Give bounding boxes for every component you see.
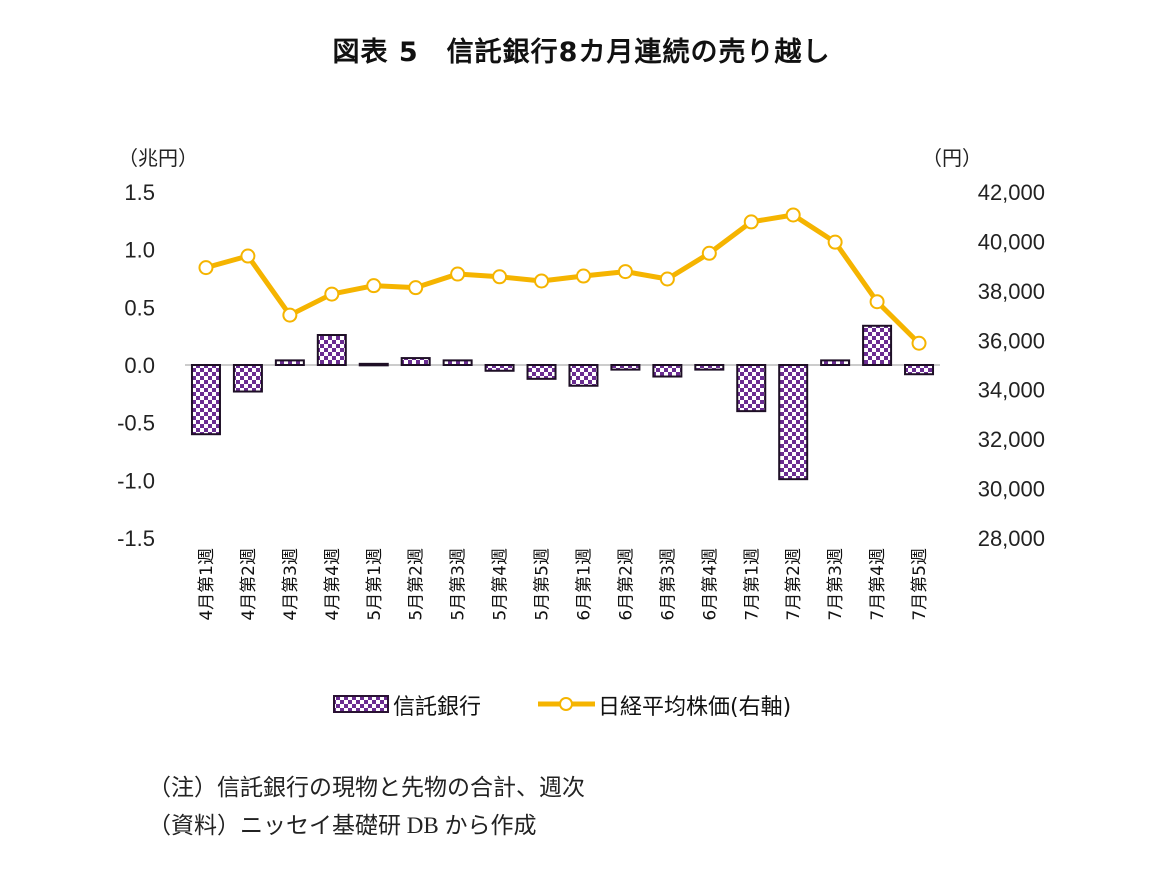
bar <box>484 364 515 372</box>
x-tick-label: 4月第4週 <box>323 548 343 621</box>
x-tick-label: 6月第1週 <box>574 548 594 621</box>
legend-bar-swatch <box>333 695 389 713</box>
bar <box>820 359 851 366</box>
bar <box>190 364 221 436</box>
left-axis-ticks: 1.5 1.0 0.5 0.0 -0.5 -1.0 -1.5 <box>117 180 155 551</box>
left-tick-label: 1.5 <box>124 180 155 205</box>
x-tick-label: 5月第3週 <box>449 548 469 621</box>
bar <box>316 334 347 367</box>
x-tick-label: 5月第5週 <box>533 548 553 621</box>
bar <box>526 364 557 380</box>
right-tick-label: 36,000 <box>978 328 1045 353</box>
line-point <box>659 271 675 287</box>
x-tick-label: 5月第2週 <box>407 548 427 621</box>
legend-label-nikkei: 日経平均株価(右軸) <box>598 695 791 720</box>
line-point <box>911 335 927 351</box>
line-series <box>198 207 927 351</box>
right-tick-label: 40,000 <box>978 229 1045 254</box>
right-tick-label: 34,000 <box>978 378 1045 403</box>
line-point <box>743 214 759 230</box>
x-tick-label: 6月第3週 <box>658 548 678 621</box>
x-tick-label: 4月第1週 <box>197 548 217 621</box>
line-point <box>617 264 633 280</box>
line-point <box>282 307 298 323</box>
line-point <box>827 234 843 250</box>
left-tick-label: 0.0 <box>124 353 155 378</box>
bar <box>274 359 305 366</box>
bar <box>778 364 809 481</box>
right-tick-label: 30,000 <box>978 477 1045 502</box>
right-tick-label: 32,000 <box>978 427 1045 452</box>
right-tick-label: 42,000 <box>978 180 1045 205</box>
nikkei-line <box>205 212 921 346</box>
bar <box>610 364 641 371</box>
line-point <box>492 269 508 285</box>
line-point <box>408 280 424 296</box>
bar <box>358 362 389 367</box>
legend-line-marker <box>559 697 573 711</box>
legend-label-trust-banks: 信託銀行 <box>393 695 481 720</box>
left-tick-label: -1.0 <box>117 468 155 493</box>
bar-series <box>190 324 935 481</box>
line-point <box>575 268 591 284</box>
line-point <box>198 260 214 276</box>
line-point <box>534 273 550 289</box>
bar <box>442 359 473 366</box>
x-tick-label: 5月第4週 <box>491 548 511 621</box>
x-tick-label: 5月第1週 <box>365 548 385 621</box>
bar <box>232 364 263 393</box>
right-axis-ticks: 42,000 40,000 38,000 36,000 34,000 32,000 30,0… <box>978 180 1045 551</box>
footnote: （注）信託銀行の現物と先物の合計、週次 <box>148 775 585 800</box>
bar <box>904 364 935 376</box>
line-point <box>240 248 256 264</box>
left-tick-label: -1.5 <box>117 526 155 551</box>
x-tick-label: 7月第2週 <box>784 548 804 621</box>
x-tick-label: 6月第2週 <box>616 548 636 621</box>
bar <box>862 324 893 366</box>
legend: 信託銀行 日経平均株価(右軸) <box>333 695 791 720</box>
x-tick-label: 7月第4週 <box>868 548 888 621</box>
bar <box>568 364 599 387</box>
line-point <box>366 278 382 294</box>
line-point <box>324 286 340 302</box>
x-axis-labels: 4月第1週 4月第2週 4月第3週 4月第4週 5月第1週 5月第2週 5月第3週 5月第4週… <box>197 548 930 621</box>
bar <box>652 364 683 378</box>
line-point <box>785 207 801 223</box>
left-tick-label: 1.0 <box>124 238 155 263</box>
left-tick-label: -0.5 <box>117 411 155 436</box>
line-point <box>450 266 466 282</box>
right-tick-label: 38,000 <box>978 279 1045 304</box>
source-note: （資料）ニッセイ基礎研 DB から作成 <box>148 813 537 838</box>
bar <box>736 364 767 413</box>
right-tick-label: 28,000 <box>978 526 1045 551</box>
line-point <box>701 245 717 261</box>
left-tick-label: 0.5 <box>124 295 155 320</box>
x-tick-label: 7月第5週 <box>910 548 930 621</box>
line-point <box>869 294 885 310</box>
right-axis-unit: （円） <box>922 146 982 170</box>
x-tick-label: 7月第1週 <box>742 548 762 621</box>
left-axis-unit: （兆円） <box>118 146 198 170</box>
x-tick-label: 7月第3週 <box>826 548 846 621</box>
x-tick-label: 6月第4週 <box>700 548 720 621</box>
bar <box>694 364 725 371</box>
x-tick-label: 4月第2週 <box>239 548 259 621</box>
chart-title: 図表 5 信託銀行8カ月連続の売り越し <box>332 37 831 68</box>
bar <box>400 357 431 366</box>
x-tick-label: 4月第3週 <box>281 548 301 621</box>
